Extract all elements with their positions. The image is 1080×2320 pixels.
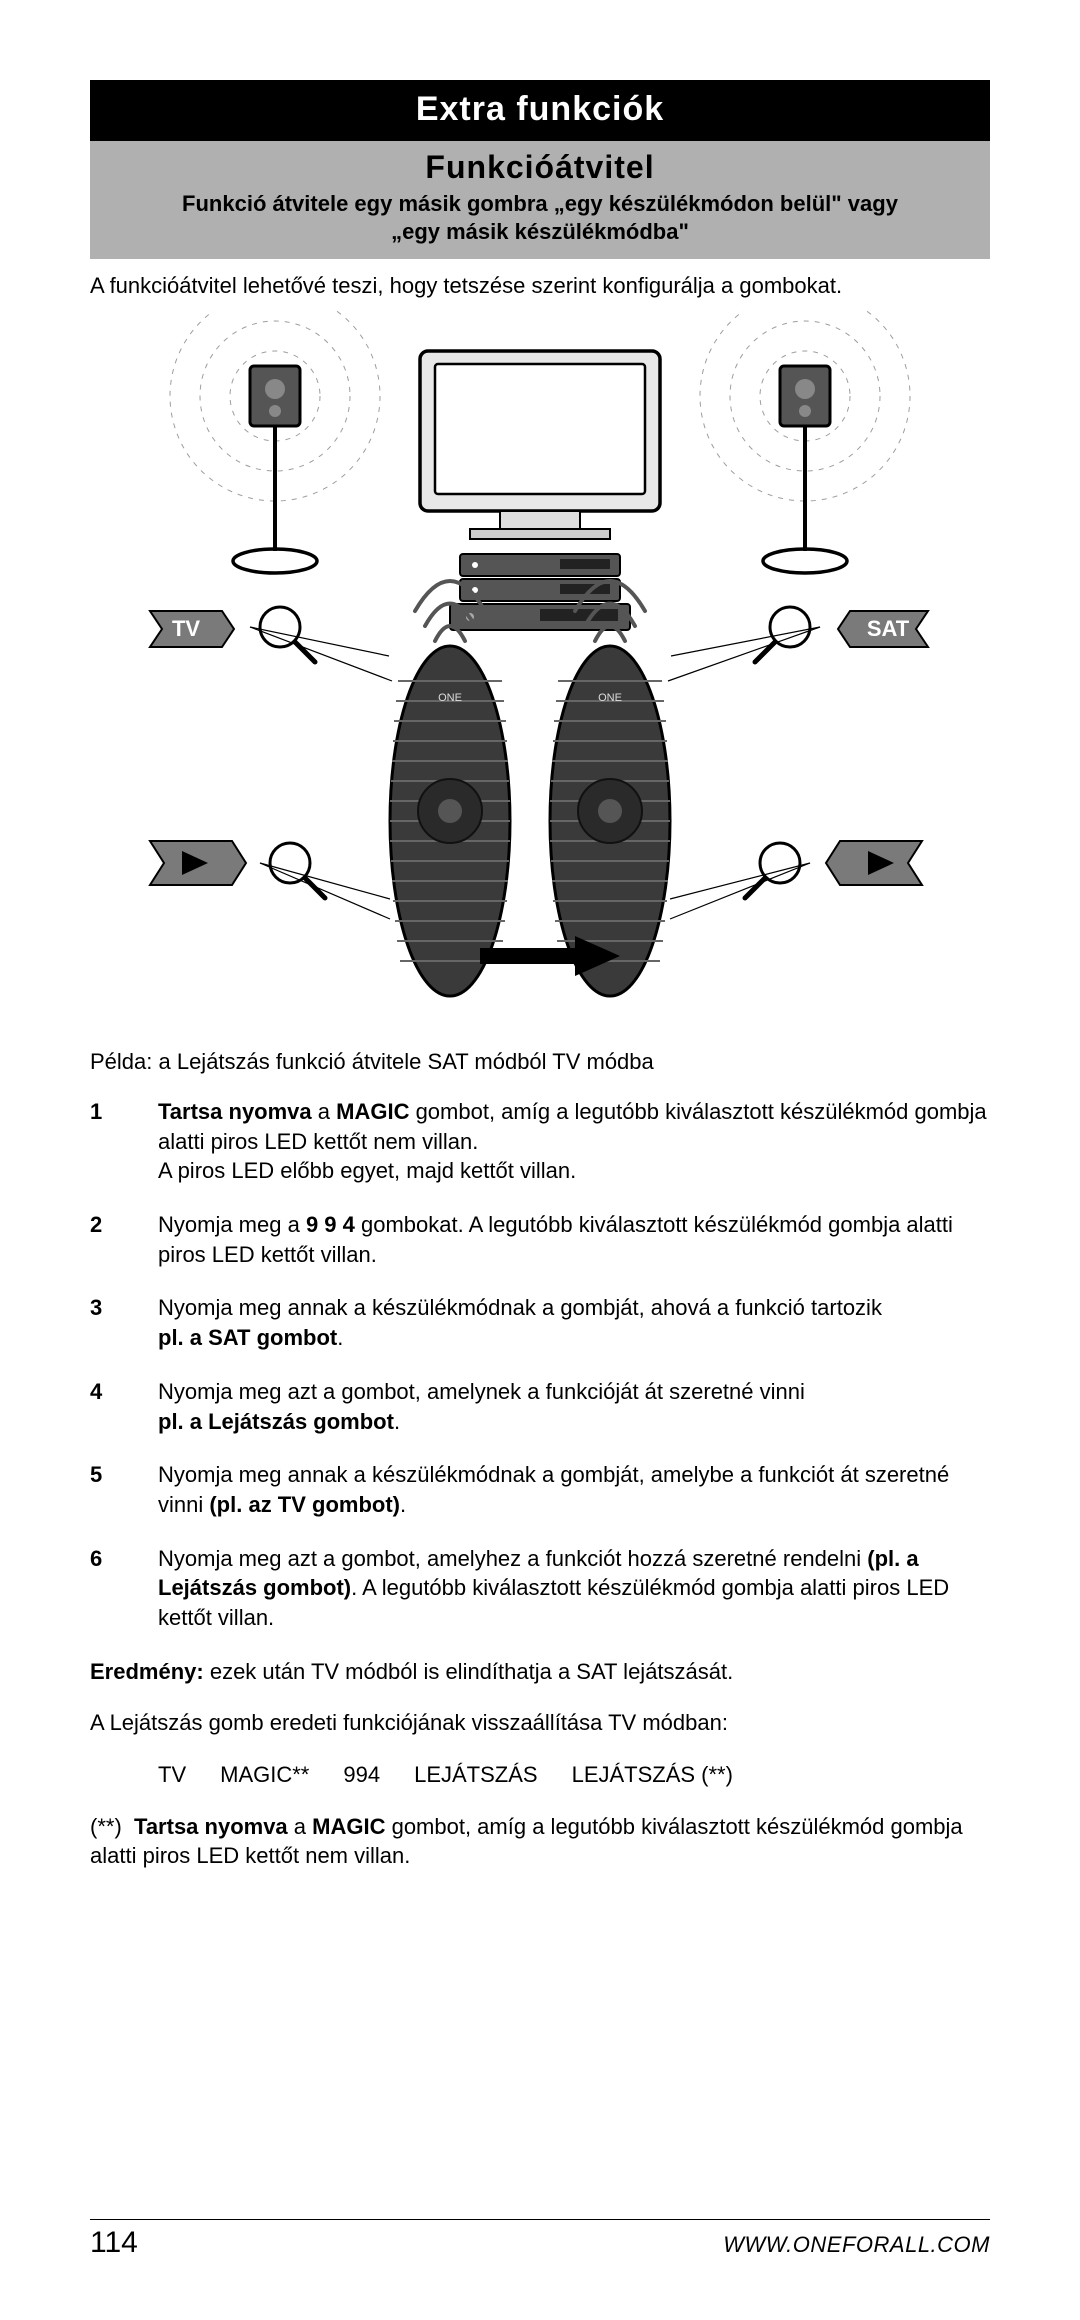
- page-number: 114: [90, 2226, 138, 2260]
- step-text-part: Nyomja meg azt a gombot, amelyhez a funk…: [158, 1546, 867, 1571]
- magnify-bottom-left-icon: [260, 843, 390, 919]
- step-text-part: a: [312, 1099, 336, 1124]
- step-bold: pl. a Lejátszás gombot: [158, 1409, 394, 1434]
- av-stack-icon: [450, 554, 630, 630]
- key-sequence: TV MAGIC** 994 LEJÁTSZÁS LEJÁTSZÁS (**): [90, 1760, 990, 1790]
- intro-text: A funkcióátvitel lehetővé teszi, hogy te…: [90, 273, 990, 299]
- restore-text: A Lejátszás gomb eredeti funkciójának vi…: [90, 1708, 990, 1738]
- seq-tv: TV: [158, 1760, 186, 1790]
- result-text: ezek után TV módból is elindíthatja a SA…: [204, 1659, 734, 1684]
- step-5: 5 Nyomja meg annak a készülékmódnak a go…: [90, 1460, 990, 1519]
- step-4: 4 Nyomja meg azt a gombot, amelynek a fu…: [90, 1377, 990, 1436]
- step-bold: 9 9 4: [306, 1212, 355, 1237]
- tv-mode-label: TV: [150, 611, 234, 647]
- step-num: 3: [90, 1293, 114, 1352]
- step-text-part: .: [400, 1492, 406, 1517]
- step-bold: (pl. az TV gombot): [209, 1492, 400, 1517]
- subtitle-main: Funkcióátvitel: [90, 149, 990, 186]
- result-line: Eredmény: ezek után TV módból is elindít…: [90, 1657, 990, 1687]
- left-speaker-icon: [233, 366, 317, 573]
- seq-play-1: LEJÁTSZÁS: [414, 1760, 537, 1790]
- step-6: 6 Nyomja meg azt a gombot, amelyhez a fu…: [90, 1544, 990, 1633]
- title-bar-black: Extra funkciók: [90, 80, 990, 141]
- page-footer: 114 WWW.ONEFORALL.COM: [90, 2219, 990, 2260]
- play-button-right-icon: [826, 841, 922, 885]
- right-remote-icon: ONE: [550, 646, 670, 996]
- footnote: (**) Tartsa nyomva a MAGIC gombot, amíg …: [90, 1812, 990, 1871]
- step-bold: MAGIC: [336, 1099, 409, 1124]
- step-text-part: Nyomja meg a: [158, 1212, 306, 1237]
- example-text: Példa: a Lejátszás funkció átvitele SAT …: [90, 1049, 990, 1075]
- footnote-bold: Tartsa nyomva: [134, 1814, 288, 1839]
- subtitle-line-1: Funkció átvitele egy másik gombra „egy k…: [90, 190, 990, 218]
- step-num: 5: [90, 1460, 114, 1519]
- step-text-part: .: [337, 1325, 343, 1350]
- step-text-part: Nyomja meg annak a készülékmódnak a gomb…: [158, 1295, 882, 1320]
- footnote-marker: (**): [90, 1814, 122, 1839]
- seq-play-2: LEJÁTSZÁS (**): [572, 1760, 733, 1790]
- subtitle-line-2: „egy másik készülékmódba": [90, 218, 990, 246]
- magnify-bottom-right-icon: [670, 843, 810, 919]
- left-remote-icon: ONE: [390, 646, 510, 996]
- right-speaker-icon: [763, 366, 847, 573]
- svg-text:SAT: SAT: [867, 616, 910, 641]
- title-bar-grey: Funkcióátvitel Funkció átvitele egy mási…: [90, 141, 990, 259]
- step-num: 6: [90, 1544, 114, 1633]
- play-button-left-icon: [150, 841, 246, 885]
- step-3: 3 Nyomja meg annak a készülékmódnak a go…: [90, 1293, 990, 1352]
- svg-text:ONE: ONE: [598, 692, 622, 704]
- step-1: 1 Tartsa nyomva a MAGIC gombot, amíg a l…: [90, 1097, 990, 1186]
- sat-mode-label: SAT: [838, 611, 928, 647]
- steps-list: 1 Tartsa nyomva a MAGIC gombot, amíg a l…: [90, 1097, 990, 1657]
- step-num: 4: [90, 1377, 114, 1436]
- magnify-top-right-icon: [668, 607, 820, 681]
- figure-diagram: ONE ONE TV: [90, 311, 990, 1031]
- footnote-mid: a: [288, 1814, 312, 1839]
- magnify-top-left-icon: [250, 607, 392, 681]
- svg-text:ONE: ONE: [438, 692, 462, 704]
- result-label: Eredmény:: [90, 1659, 204, 1684]
- footer-url: WWW.ONEFORALL.COM: [723, 2232, 990, 2258]
- step-text-part: .: [394, 1409, 400, 1434]
- seq-magic: MAGIC**: [220, 1760, 309, 1790]
- footnote-bold: MAGIC: [312, 1814, 385, 1839]
- step-2: 2 Nyomja meg a 9 9 4 gombokat. A legutób…: [90, 1210, 990, 1269]
- step-line2: A piros LED előbb egyet, majd kettőt vil…: [158, 1158, 576, 1183]
- svg-text:TV: TV: [172, 616, 200, 641]
- step-bold: pl. a SAT gombot: [158, 1325, 337, 1350]
- step-num: 2: [90, 1210, 114, 1269]
- step-text-part: Nyomja meg azt a gombot, amelynek a funk…: [158, 1379, 805, 1404]
- step-bold: Tartsa nyomva: [158, 1099, 312, 1124]
- step-num: 1: [90, 1097, 114, 1186]
- seq-994: 994: [343, 1760, 380, 1790]
- tv-icon: [420, 351, 660, 539]
